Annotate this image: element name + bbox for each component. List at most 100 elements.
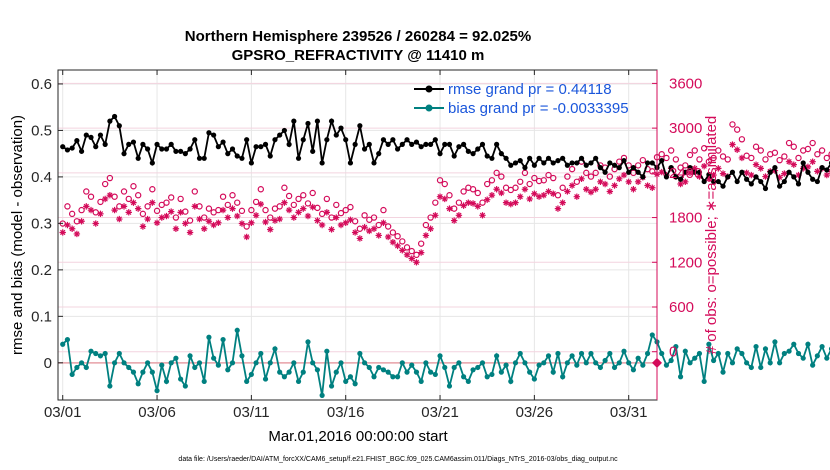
series-point: [135, 155, 141, 161]
series-point: [277, 132, 283, 138]
series-point: [409, 362, 415, 368]
y-tick-label-left: 0: [44, 355, 52, 372]
series-point: [281, 127, 287, 134]
obs-possible-marker: [177, 195, 184, 203]
obs-assimilated-marker: [290, 214, 298, 221]
obs-assimilated-marker: [686, 169, 694, 177]
series-point: [394, 374, 401, 380]
y-tick-label-right: 0: [669, 344, 677, 361]
obs-assimilated-marker: [630, 186, 637, 193]
series-point: [451, 364, 457, 371]
obs-assimilated-marker: [134, 205, 142, 212]
y-tick-label-right: 3600: [669, 75, 702, 92]
series-point: [701, 378, 707, 385]
series-point: [720, 183, 726, 189]
obs-assimilated-marker: [715, 165, 722, 172]
series-point: [569, 353, 575, 359]
obs-possible-marker: [526, 180, 533, 188]
y-tick-label-left: 0.5: [31, 122, 52, 139]
obs-assimilated-marker: [535, 193, 543, 200]
obs-possible-marker: [719, 153, 727, 160]
series-point: [621, 158, 627, 164]
obs-possible-marker: [823, 154, 830, 162]
series-point: [696, 350, 703, 357]
obs-possible-marker: [314, 204, 321, 212]
obs-assimilated-marker: [564, 188, 571, 195]
obs-possible-marker: [531, 174, 538, 182]
obs-assimilated-marker: [649, 184, 656, 191]
series-point: [130, 369, 137, 375]
obs-possible-marker: [139, 210, 147, 218]
series-point: [527, 155, 533, 161]
series-point: [159, 362, 165, 368]
obs-assimilated-marker: [502, 199, 510, 206]
y-tick-label-left: 0.4: [31, 169, 52, 186]
series-point: [258, 350, 264, 357]
obs-assimilated-marker: [248, 219, 255, 226]
series-point: [201, 155, 207, 161]
series-point: [295, 378, 302, 385]
obs-assimilated-marker: [106, 192, 114, 199]
obs-possible-marker: [564, 173, 571, 180]
series-point: [88, 348, 94, 354]
obs-assimilated-marker: [545, 188, 552, 195]
y-axis-label-left: rmse and bias (model - observation): [9, 115, 26, 355]
series-point: [78, 360, 85, 366]
series-point: [800, 355, 806, 361]
series-point: [583, 162, 589, 168]
series-point: [446, 383, 453, 389]
obs-assimilated-marker: [389, 238, 397, 246]
obs-assimilated-marker: [446, 205, 453, 212]
obs-possible-marker: [389, 229, 397, 236]
series-point: [324, 137, 330, 143]
obs-possible-marker: [469, 186, 477, 193]
obs-assimilated-marker: [814, 168, 821, 175]
series-point: [111, 113, 118, 120]
series-point: [597, 364, 604, 371]
series-point: [512, 360, 519, 366]
obs-assimilated-marker: [97, 210, 104, 218]
series-point: [734, 178, 740, 185]
series-point: [461, 141, 467, 147]
obs-possible-series: [59, 121, 830, 259]
series-point: [423, 360, 429, 366]
series-point: [805, 341, 811, 347]
obs-assimilated-marker: [526, 195, 533, 203]
obs-assimilated-marker: [785, 158, 793, 165]
series-point: [140, 369, 146, 375]
obs-assimilated-marker: [224, 214, 231, 221]
obs-possible-marker: [403, 244, 411, 251]
series-point: [810, 362, 816, 368]
obs-possible-marker: [304, 200, 312, 207]
series-point: [456, 144, 462, 150]
obs-possible-marker: [257, 186, 265, 193]
obs-assimilated-marker: [634, 178, 642, 185]
series-point: [795, 181, 802, 187]
obs-assimilated-marker: [441, 195, 448, 203]
obs-possible-marker: [724, 156, 731, 163]
series-point: [154, 388, 160, 394]
series-point: [272, 137, 278, 143]
obs-assimilated-marker: [333, 214, 340, 221]
series-point: [390, 374, 396, 380]
series-point: [569, 160, 575, 166]
x-tick-label: 03/01: [44, 404, 82, 421]
obs-possible-marker: [295, 195, 302, 203]
series-point: [300, 137, 306, 143]
obs-assimilated-marker: [267, 226, 274, 233]
obs-assimilated-marker: [219, 206, 227, 214]
series-point: [432, 371, 438, 378]
series-point: [352, 381, 358, 387]
series-point: [93, 144, 99, 150]
obs-possible-marker: [182, 208, 189, 215]
series-point: [234, 327, 240, 333]
obs-assimilated-marker: [455, 212, 463, 219]
x-tick-label: 03/26: [516, 404, 554, 421]
series-point: [550, 369, 556, 375]
series-point: [578, 350, 585, 357]
obs-possible-marker: [290, 201, 298, 209]
series-point: [536, 362, 542, 368]
series-point: [484, 374, 490, 380]
series-point: [611, 364, 618, 371]
series-point: [673, 343, 679, 350]
